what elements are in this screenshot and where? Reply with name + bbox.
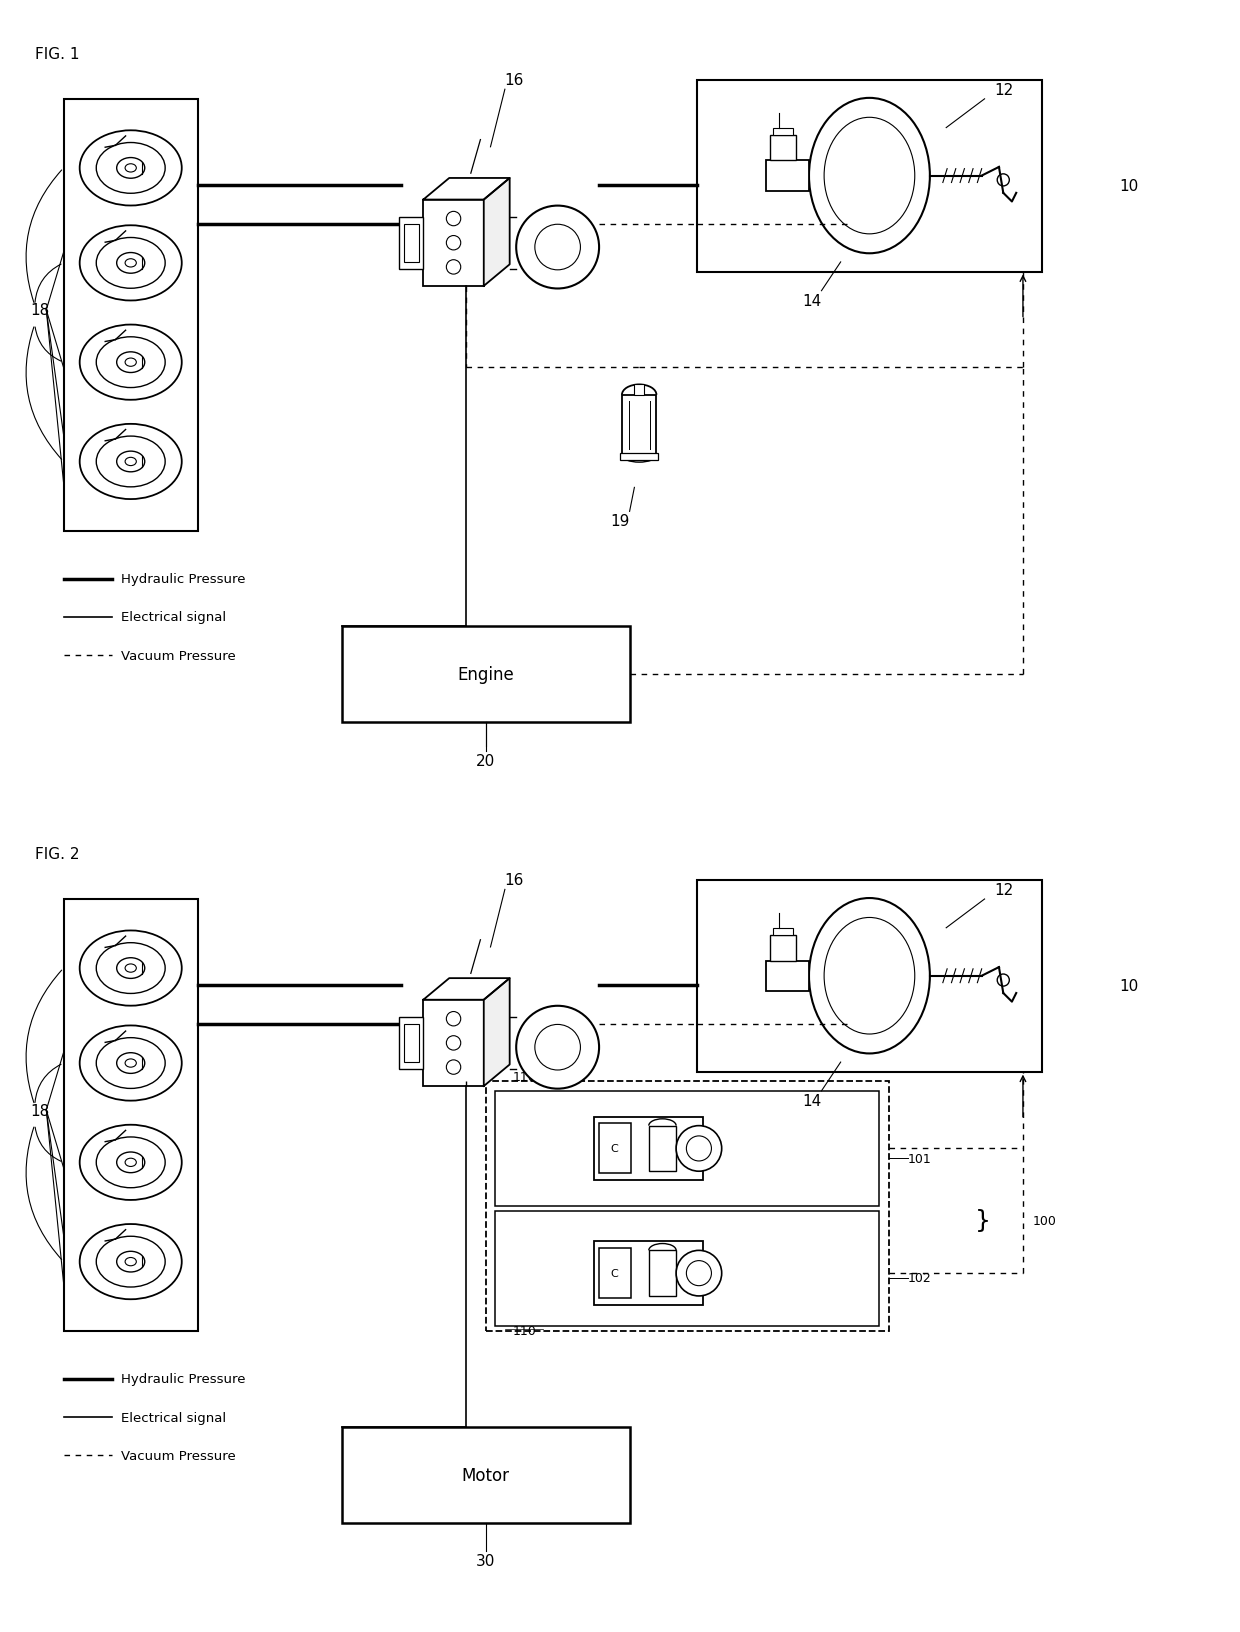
Ellipse shape <box>446 237 461 251</box>
Text: FIG. 1: FIG. 1 <box>35 47 79 62</box>
Text: 16: 16 <box>505 73 525 88</box>
Ellipse shape <box>446 1061 461 1074</box>
Bar <box>697 880 1042 1072</box>
Bar <box>594 1242 703 1306</box>
Text: Motor: Motor <box>461 1466 510 1483</box>
Text: Vacuum Pressure: Vacuum Pressure <box>122 1449 236 1462</box>
Text: 16: 16 <box>505 873 525 888</box>
Bar <box>634 385 645 395</box>
Bar <box>594 1116 703 1180</box>
Text: C: C <box>611 1268 619 1278</box>
Bar <box>423 1000 484 1087</box>
Ellipse shape <box>446 1012 461 1027</box>
Text: 18: 18 <box>30 304 50 318</box>
Polygon shape <box>423 180 510 201</box>
Bar <box>773 129 794 135</box>
Bar <box>766 162 808 191</box>
Ellipse shape <box>808 899 930 1054</box>
Bar <box>766 961 808 991</box>
Text: 12: 12 <box>994 883 1013 898</box>
Bar <box>342 1426 630 1523</box>
Text: 12: 12 <box>994 83 1013 98</box>
Bar <box>63 899 198 1332</box>
Bar <box>399 1017 423 1069</box>
Bar <box>770 135 796 162</box>
Ellipse shape <box>446 212 461 227</box>
Polygon shape <box>484 180 510 287</box>
Text: 18: 18 <box>30 1103 50 1118</box>
Text: }: } <box>975 1209 991 1232</box>
Bar <box>404 225 419 263</box>
Circle shape <box>676 1250 722 1296</box>
Text: 101: 101 <box>908 1152 931 1165</box>
Text: Hydraulic Pressure: Hydraulic Pressure <box>122 1373 246 1386</box>
Text: 100: 100 <box>1033 1214 1056 1227</box>
Ellipse shape <box>446 261 461 274</box>
Ellipse shape <box>446 1036 461 1051</box>
Text: Electrical signal: Electrical signal <box>122 610 226 623</box>
Ellipse shape <box>808 100 930 255</box>
Text: 110: 110 <box>512 1325 536 1337</box>
Bar <box>486 1082 889 1332</box>
Text: 10: 10 <box>1118 978 1138 994</box>
Polygon shape <box>423 979 510 1000</box>
Circle shape <box>516 1007 599 1089</box>
Bar <box>342 627 630 723</box>
Text: Engine: Engine <box>458 666 515 684</box>
Bar <box>495 1092 879 1206</box>
Text: 30: 30 <box>476 1554 495 1568</box>
Bar <box>599 1248 631 1299</box>
Text: Hydraulic Pressure: Hydraulic Pressure <box>122 573 246 586</box>
Circle shape <box>676 1126 722 1172</box>
Bar <box>599 1124 631 1173</box>
Text: Vacuum Pressure: Vacuum Pressure <box>122 650 236 663</box>
Text: 14: 14 <box>802 1093 822 1108</box>
Bar <box>622 395 656 455</box>
Polygon shape <box>484 979 510 1087</box>
Bar <box>770 935 796 961</box>
Bar <box>495 1211 879 1327</box>
Text: 14: 14 <box>802 294 822 308</box>
Text: 20: 20 <box>476 754 495 769</box>
Bar <box>399 217 423 269</box>
Bar <box>404 1025 419 1062</box>
Bar <box>423 201 484 287</box>
Text: 110: 110 <box>512 1071 536 1084</box>
Bar <box>620 454 658 460</box>
Bar <box>773 929 794 935</box>
Text: 102: 102 <box>908 1271 931 1284</box>
Circle shape <box>516 207 599 289</box>
Text: 19: 19 <box>610 514 630 529</box>
Text: C: C <box>611 1144 619 1154</box>
Bar <box>649 1126 676 1172</box>
Bar <box>63 100 198 532</box>
Text: Electrical signal: Electrical signal <box>122 1410 226 1423</box>
Bar <box>649 1250 676 1296</box>
Text: FIG. 2: FIG. 2 <box>35 847 79 862</box>
Text: 10: 10 <box>1118 178 1138 194</box>
Bar <box>697 80 1042 273</box>
